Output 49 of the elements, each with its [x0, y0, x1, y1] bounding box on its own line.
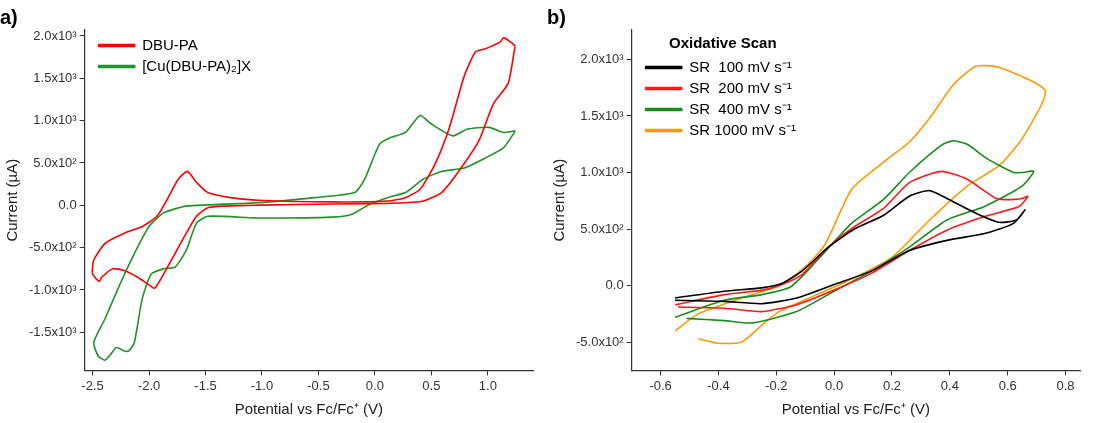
line-series [92, 114, 517, 362]
line-series [674, 140, 1035, 324]
chart-title: a) [0, 5, 18, 28]
x-tick-label: -0.2 [765, 377, 788, 393]
y-tick-label: 5.0x10² [580, 220, 625, 236]
x-tick-label: -2.5 [81, 377, 104, 393]
y-tick-label: 2.0x10³ [33, 27, 78, 43]
y-axis-title: Current (µA) [3, 158, 21, 242]
x-tick-label: -0.6 [649, 377, 672, 393]
line-series [674, 170, 1029, 313]
x-tick-label: -1.5 [194, 377, 217, 393]
x-tick-label: 0.0 [825, 377, 844, 393]
y-tick-label: -5.0x10² [575, 333, 625, 349]
legend-label: SR 400 mV s⁻¹ [689, 99, 792, 117]
legend-label: [Cu(DBU-PA)₂]X [142, 56, 252, 74]
x-axis-title: Potential vs Fc/Fc⁺ (V) [234, 400, 384, 418]
line-series [91, 36, 517, 290]
legend-label: SR 1000 mV s⁻¹ [689, 120, 796, 138]
x-tick-label: -2.0 [137, 377, 161, 393]
y-tick-label: 2.0x10³ [580, 50, 625, 66]
x-tick-label: 0.0 [365, 377, 384, 393]
legend-title: Oxidative Scan [669, 33, 777, 51]
chart-title: b) [547, 5, 566, 28]
legend-label: SR 100 mV s⁻¹ [689, 57, 792, 75]
x-tick-label: 0.6 [998, 377, 1017, 393]
y-tick-label: 1.5x10³ [580, 107, 625, 123]
line-series [674, 64, 1047, 345]
y-tick-label: 0.0 [58, 196, 77, 212]
line-series [674, 189, 1026, 305]
y-tick-label: -1.0x10³ [28, 281, 78, 297]
x-axis-title: Potential vs Fc/Fc⁺ (V) [781, 400, 931, 418]
x-tick-label: -1.0 [250, 377, 274, 393]
y-tick-label: 1.0x10³ [580, 164, 625, 180]
x-tick-label: 0.4 [940, 377, 959, 393]
legend-label: DBU-PA [142, 35, 198, 53]
y-tick-label: 5.0x10² [33, 154, 78, 170]
y-tick-label: -1.5x10³ [28, 323, 78, 339]
y-tick-label: 1.0x10³ [33, 112, 78, 128]
x-tick-label: -0.5 [307, 377, 330, 393]
x-tick-label: -0.4 [707, 377, 730, 393]
x-tick-label: 0.2 [882, 377, 902, 393]
x-tick-label: 0.8 [1056, 377, 1075, 393]
x-tick-label: 0.5 [422, 377, 441, 393]
x-tick-label: 1.0 [478, 377, 497, 393]
y-tick-label: 0.0 [605, 277, 624, 293]
y-tick-label: -5.0x10² [28, 239, 78, 255]
legend-label: SR 200 mV s⁻¹ [689, 78, 792, 96]
y-tick-label: 1.5x10³ [33, 69, 78, 85]
y-axis-title: Current (µA) [550, 158, 568, 242]
